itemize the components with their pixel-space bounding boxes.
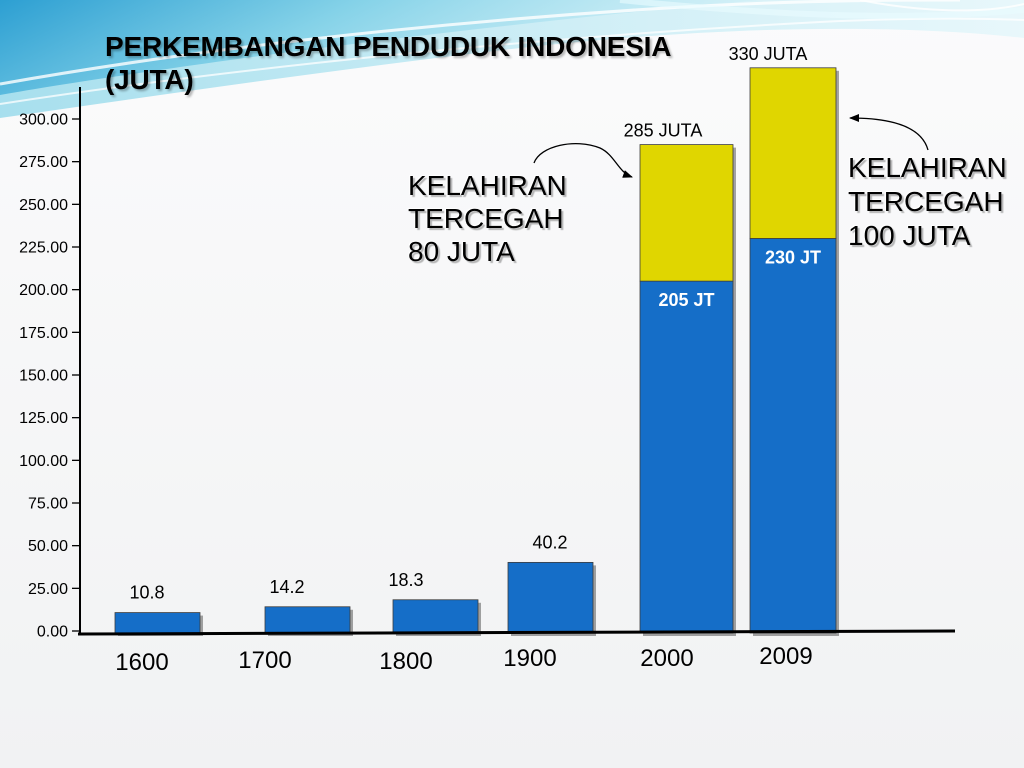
background-swoosh-line [619,0,1024,19]
x-category-label: 1800 [379,648,432,675]
y-tick-label: 150.00 [19,368,68,385]
background-swoosh-line [859,0,1024,12]
bar-1800 [392,599,481,636]
background-swoosh-line [0,17,1024,105]
bar-1900 [507,561,596,636]
bar-value-label: 230 JT [765,247,821,267]
bar-value-label: 40.2 [532,532,567,552]
chart-layer: 0.00 25.00 50.00 75.00 100.00 125.00 150.00 175… [19,44,839,676]
annotation-line: KELAHIRAN [848,152,1007,183]
bar-segment-base [507,561,594,634]
bar-value-label: 18.3 [388,570,423,590]
bar-total-label: 330 JUTA [729,44,808,64]
x-category-label: 1600 [115,649,168,676]
y-tick-label: 25.00 [28,581,68,598]
x-category-label: 2000 [640,645,693,672]
bar-segment-base [264,606,351,634]
y-tick-label: 0.00 [37,624,68,641]
bar-segment-base [749,238,837,634]
y-tick-label: 225.00 [19,240,68,257]
y-tick-label: 250.00 [19,197,68,214]
bar-2000 [639,144,736,636]
y-tick-label: 175.00 [19,325,68,342]
y-tick-label: 200.00 [19,282,68,299]
y-axis-ticks: 0.00 25.00 50.00 75.00 100.00 125.00 150.00 175… [19,112,80,641]
annotation-right: KELAHIRAN TERCEGAH 100 JUTA [848,151,1007,253]
curved-arrow-icon [849,114,929,151]
annotation-line: 80 JUTA [408,236,515,267]
chart-title: PERKEMBANGAN PENDUDUK INDONESIA (JUTA) [105,31,671,95]
annotation-arrows [533,114,929,178]
background-swoosh-line [0,0,961,86]
axes [77,87,956,636]
bar-value-label: 205 JT [658,290,714,310]
annotation-line: TERCEGAH [408,203,564,234]
x-axis-line [77,629,956,636]
y-tick-label: 300.00 [19,112,68,129]
y-tick-label: 75.00 [28,496,68,513]
curved-arrow-icon [533,143,633,178]
bar-1700 [264,606,353,636]
bar-value-label: 14.2 [269,577,304,597]
x-category-label: 1700 [238,647,291,674]
background-swoosh-deep [0,0,760,95]
x-category-label: 2009 [759,643,812,670]
bar-segment-stacked [749,67,837,239]
bar-segment-base [639,280,734,634]
bar-total-label: 285 JUTA [624,121,703,141]
x-category-label: 1900 [503,645,556,672]
bar-1600 [114,612,203,636]
bar-2009 [749,67,839,637]
bars [114,67,839,637]
bar-value-label: 10.8 [129,583,164,603]
annotation-line: 100 JUTA [848,220,971,251]
y-tick-label: 275.00 [19,154,68,171]
annotation-line: KELAHIRAN [408,170,567,201]
bar-segment-base [114,612,201,634]
bar-segment-stacked [639,144,734,282]
bar-segment-base [392,599,479,634]
y-tick-label: 50.00 [28,538,68,555]
y-tick-label: 125.00 [19,410,68,427]
y-tick-label: 100.00 [19,453,68,470]
data-labels: 10.8 1600 14.2 1700 18.3 1800 40.2 1900 205 JT 28… [115,44,821,676]
annotation-left: KELAHIRAN TERCEGAH 80 JUTA [408,169,567,268]
annotation-line: TERCEGAH [848,186,1004,217]
